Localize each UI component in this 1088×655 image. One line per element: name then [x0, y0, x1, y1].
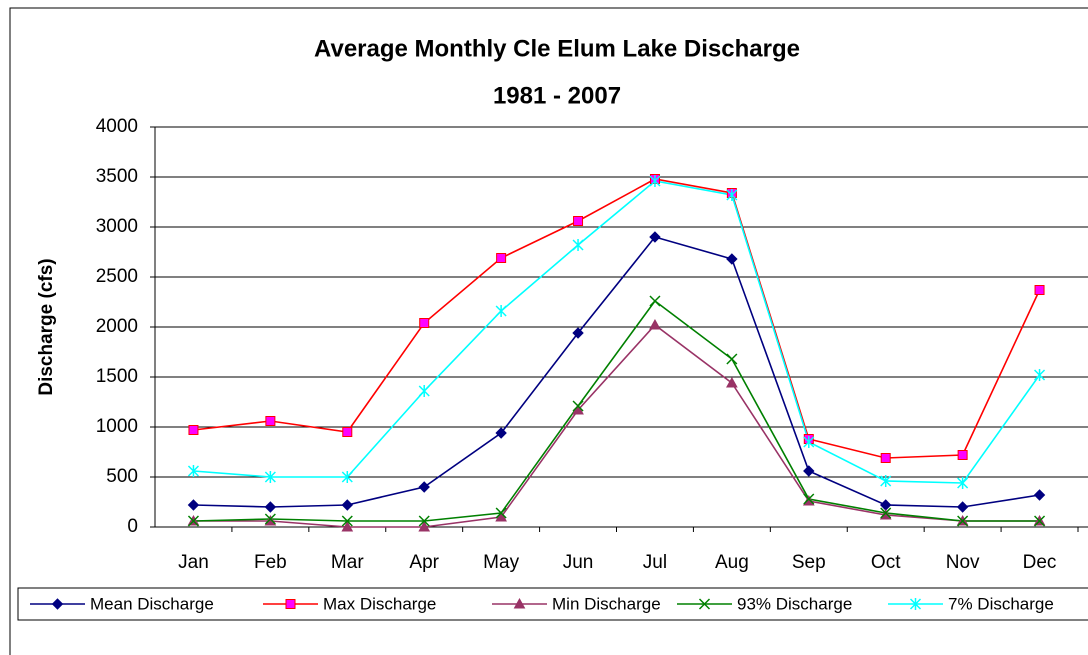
series-line [193, 323, 1040, 528]
marker [419, 318, 430, 328]
legend-label: Min Discharge [552, 594, 661, 613]
marker [265, 416, 276, 426]
marker [1034, 285, 1045, 295]
legend-marker [285, 599, 296, 609]
legend-marker [51, 598, 64, 610]
marker [572, 400, 584, 412]
y-tick-label: 2500 [96, 266, 138, 287]
x-tick-label: Jul [643, 552, 667, 573]
marker [418, 481, 430, 493]
marker [880, 453, 891, 463]
marker [418, 520, 431, 532]
y-tick-label: 4000 [96, 116, 138, 137]
marker [726, 253, 738, 265]
x-tick-label: Mar [331, 552, 364, 573]
x-tick-label: Jan [178, 552, 209, 573]
y-tick-label: 0 [127, 516, 138, 537]
marker [495, 427, 507, 439]
marker [418, 515, 430, 527]
marker [1033, 489, 1046, 501]
marker [726, 353, 738, 365]
y-tick-label: 500 [106, 466, 138, 487]
y-tick-label: 1500 [96, 366, 138, 387]
marker [188, 425, 199, 435]
marker [880, 507, 892, 519]
marker [342, 427, 353, 437]
chart-subtitle: 1981 - 2007 [493, 82, 621, 109]
x-tick-label: Nov [946, 552, 980, 573]
series-line [193, 299, 1040, 522]
y-tick-label: 1000 [96, 416, 138, 437]
legend-marker [698, 598, 711, 610]
x-tick-label: Aug [715, 552, 749, 573]
legend-label: 7% Discharge [948, 594, 1054, 613]
x-tick-label: Jun [563, 552, 594, 573]
marker [957, 477, 969, 489]
marker [726, 189, 738, 201]
marker [803, 465, 815, 477]
marker [495, 507, 507, 519]
marker [573, 216, 584, 226]
marker [495, 305, 507, 317]
marker [572, 239, 584, 251]
marker [726, 376, 738, 388]
marker [341, 520, 354, 532]
marker [880, 475, 892, 487]
marker [341, 499, 353, 511]
marker [264, 501, 277, 513]
marker [957, 515, 969, 527]
marker [649, 175, 661, 187]
chart-title: Average Monthly Cle Elum Lake Discharge [314, 35, 800, 62]
x-tick-label: Sep [792, 552, 826, 573]
marker [496, 253, 507, 263]
y-axis-label: Discharge (cfs) [36, 258, 57, 395]
series-line [193, 180, 1041, 484]
marker [264, 471, 276, 483]
marker [1034, 369, 1046, 381]
marker [341, 515, 353, 527]
series-line [193, 178, 1041, 459]
chart-frame [9, 7, 1088, 655]
marker [649, 318, 661, 330]
marker [264, 513, 276, 525]
marker [803, 493, 815, 505]
y-tick-label: 2000 [96, 316, 138, 337]
marker [187, 465, 199, 477]
marker [187, 499, 200, 511]
x-tick-label: Dec [1023, 552, 1057, 573]
marker [957, 450, 968, 460]
legend-label: Max Discharge [323, 594, 436, 613]
marker [187, 515, 199, 527]
x-tick-label: Oct [871, 552, 901, 573]
legend-label: 93% Discharge [737, 594, 852, 613]
marker [572, 327, 584, 339]
marker [418, 385, 430, 397]
series-line [193, 236, 1040, 508]
marker [341, 471, 353, 483]
y-tick-label: 3000 [96, 216, 138, 237]
x-tick-label: Feb [254, 552, 287, 573]
x-tick-label: Apr [409, 552, 439, 573]
marker [803, 436, 815, 448]
legend-marker [513, 597, 526, 609]
marker [1034, 515, 1046, 527]
legend-label: Mean Discharge [90, 594, 214, 613]
x-tick-label: May [483, 552, 519, 573]
marker [649, 231, 661, 243]
marker [956, 501, 969, 513]
legend-marker [909, 598, 922, 610]
marker [649, 295, 661, 307]
y-tick-label: 3500 [96, 166, 138, 187]
